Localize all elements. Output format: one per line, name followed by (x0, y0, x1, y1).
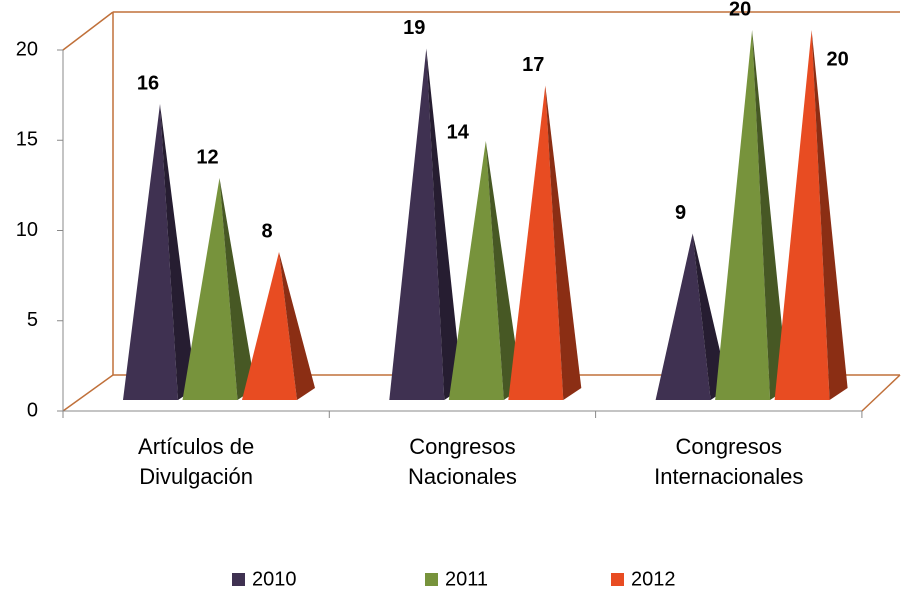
pyramid-front (389, 48, 445, 400)
x-tick-label: Congresos Internacionales (654, 434, 804, 489)
pyramid (389, 48, 463, 400)
pyramid-side (545, 85, 582, 400)
pyramid (774, 30, 848, 400)
wall-diag (62, 11, 114, 51)
pyramid-side (485, 141, 522, 400)
pyramid-side (279, 252, 315, 400)
pyramid (508, 85, 582, 400)
pyramid (242, 252, 315, 400)
pyramid-front (448, 141, 504, 400)
legend-label: 2011 (445, 568, 488, 590)
pyramid-side (811, 30, 848, 400)
value-label: 12 (196, 146, 218, 168)
x-tick-label: Congresos Nacionales (408, 434, 517, 489)
pyramid-side (426, 48, 463, 400)
floor-right (861, 374, 901, 412)
pyramid-front (123, 104, 178, 400)
y-tick-label: 20 (16, 38, 38, 60)
value-label: 9 (675, 202, 686, 224)
value-label: 20 (826, 48, 848, 70)
y-tick-label: 0 (27, 399, 38, 421)
legend-swatch (425, 573, 438, 586)
value-label: 16 (137, 72, 159, 94)
pyramid-front (508, 85, 564, 400)
pyramid-side (160, 104, 196, 400)
pyramid-front (242, 252, 297, 400)
legend-label: 2012 (631, 568, 676, 590)
value-label: 8 (261, 220, 272, 242)
pyramid-front (655, 233, 711, 400)
pyramid (448, 141, 522, 400)
pyramid-front (182, 178, 238, 400)
pyramid-side (219, 178, 256, 400)
pyramid (715, 30, 789, 400)
y-tick-label: 5 (27, 309, 38, 331)
y-tick-label: 10 (16, 219, 38, 241)
legend-swatch (232, 573, 245, 586)
pyramid-front (774, 30, 830, 400)
legend-swatch (611, 573, 624, 586)
x-tick-label: Artículos de Divulgación (138, 434, 255, 489)
pyramid (123, 104, 196, 400)
frame (62, 11, 901, 412)
legend-label: 2010 (252, 568, 297, 590)
y-tick-label: 15 (16, 129, 38, 151)
pyramid-side (752, 30, 789, 400)
value-label: 20 (729, 0, 751, 20)
value-label: 17 (522, 54, 544, 76)
value-label: 19 (403, 17, 425, 39)
value-label: 14 (447, 121, 470, 143)
pyramid (182, 178, 256, 400)
floor-left (62, 374, 114, 412)
pyramid-front (715, 30, 771, 400)
